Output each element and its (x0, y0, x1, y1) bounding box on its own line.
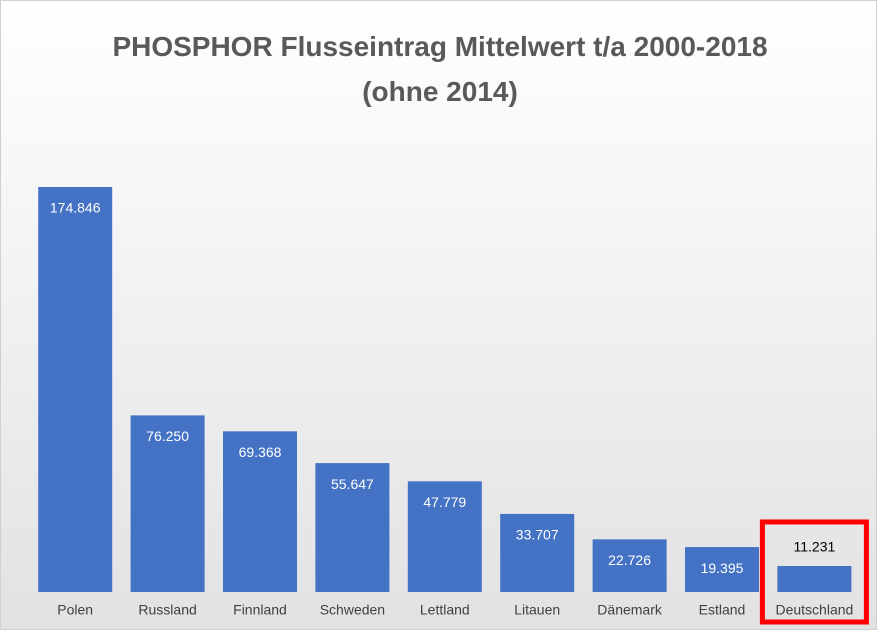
data-label: 47.779 (423, 494, 466, 510)
bar (38, 187, 113, 592)
data-label: 174.846 (50, 200, 101, 216)
x-tick-label: Lettland (420, 602, 470, 618)
bar (592, 539, 667, 592)
bar (777, 565, 852, 592)
data-label: 33.707 (516, 527, 559, 543)
bar (407, 481, 482, 592)
bar (315, 463, 390, 592)
bar (223, 431, 297, 592)
data-label: 69.368 (239, 444, 282, 460)
bar (685, 547, 759, 592)
bar (500, 513, 575, 592)
x-tick-label: Russland (138, 602, 196, 618)
x-tick-label: Schweden (320, 602, 385, 618)
x-tick-label: Estland (699, 602, 746, 618)
x-tick-label: Deutschland (775, 602, 853, 618)
chart-title: PHOSPHOR Flusseintrag Mittelwert t/a 200… (112, 31, 768, 107)
bar (130, 415, 205, 592)
highlight-box (759, 519, 869, 625)
data-label: 55.647 (331, 476, 374, 492)
x-tick-label: Polen (57, 602, 93, 618)
x-tick-label: Finnland (233, 602, 287, 618)
x-tick-label: Litauen (514, 602, 560, 618)
data-label: 19.395 (701, 560, 744, 576)
x-tick-label: Dänemark (597, 602, 663, 618)
data-label: 76.250 (146, 428, 189, 444)
data-label: 11.231 (794, 539, 836, 555)
data-label: 22.726 (608, 552, 651, 568)
